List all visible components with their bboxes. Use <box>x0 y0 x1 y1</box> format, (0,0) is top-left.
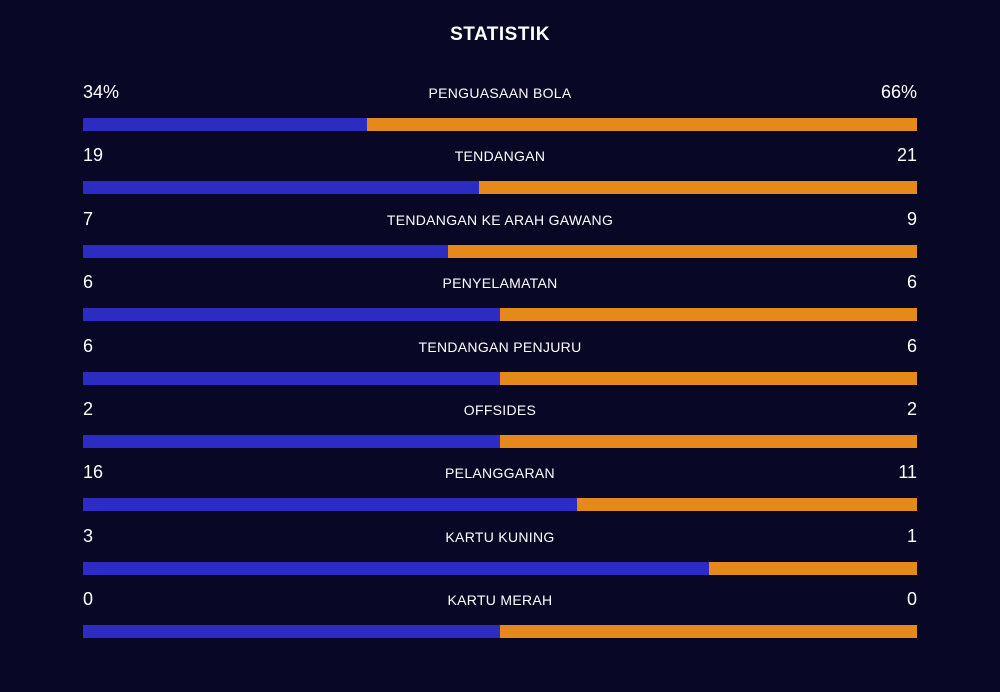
away-bar-segment <box>500 625 917 639</box>
home-value: 6 <box>83 272 94 293</box>
stat-row: 19 TENDANGAN 21 <box>83 142 917 205</box>
home-bar-segment <box>83 308 500 322</box>
away-value: 6 <box>906 335 917 356</box>
home-value: 3 <box>83 525 94 546</box>
comparison-bar <box>83 625 917 639</box>
home-bar-segment <box>83 118 367 131</box>
away-value: 66% <box>880 82 917 102</box>
home-bar-segment <box>83 244 448 258</box>
home-value: 34% <box>83 82 120 102</box>
away-bar-segment <box>479 181 917 195</box>
home-value: 16 <box>83 462 104 483</box>
away-bar-segment <box>366 118 917 131</box>
stat-label: PENYELAMATAN <box>442 275 558 292</box>
away-value: 2 <box>906 398 917 419</box>
comparison-bar <box>83 244 917 258</box>
stat-header: 7 TENDANGAN KE ARAH GAWANG 9 <box>83 206 917 236</box>
away-bar-segment <box>708 561 917 575</box>
away-bar-segment <box>447 244 917 258</box>
home-bar-segment <box>83 498 578 512</box>
home-value: 2 <box>83 398 94 419</box>
comparison-bar <box>83 118 917 131</box>
stat-label: KARTU KUNING <box>445 528 555 545</box>
home-value: 7 <box>83 208 94 229</box>
stat-label: PELANGGARAN <box>445 465 555 482</box>
comparison-bar <box>83 371 917 385</box>
away-value: 6 <box>906 272 917 293</box>
stat-label: OFFSIDES <box>463 401 537 418</box>
away-bar-segment <box>500 371 917 385</box>
stat-header: 6 TENDANGAN PENJURU 6 <box>83 333 917 363</box>
stat-label: TENDANGAN KE ARAH GAWANG <box>386 211 614 228</box>
stat-label: KARTU MERAH <box>447 592 553 609</box>
away-value: 1 <box>906 525 917 546</box>
home-value: 0 <box>83 589 94 610</box>
comparison-bar <box>83 498 917 512</box>
comparison-bar <box>83 434 917 448</box>
stat-header: 6 PENYELAMATAN 6 <box>83 269 917 299</box>
stat-header: 34% PENGUASAAN BOLA 66% <box>83 79 917 109</box>
stat-row: 16 PELANGGARAN 11 <box>83 459 917 522</box>
stat-header: 2 OFFSIDES 2 <box>83 396 917 426</box>
comparison-bar <box>83 308 917 322</box>
page-title: STATISTIK <box>450 24 550 45</box>
stat-row: 3 KARTU KUNING 1 <box>83 523 917 586</box>
comparison-bar <box>83 561 917 575</box>
stat-row: 2 OFFSIDES 2 <box>83 396 917 459</box>
home-bar-segment <box>83 434 500 448</box>
stat-row: 6 PENYELAMATAN 6 <box>83 269 917 332</box>
stat-label: TENDANGAN PENJURU <box>418 338 582 355</box>
stat-row: 34% PENGUASAAN BOLA 66% <box>83 79 917 142</box>
away-value: 9 <box>906 208 917 229</box>
away-bar-segment <box>500 434 917 448</box>
stat-header: 16 PELANGGARAN 11 <box>83 459 917 489</box>
home-bar-segment <box>83 181 480 195</box>
away-bar-segment <box>500 308 917 322</box>
stat-label: TENDANGAN <box>454 148 546 165</box>
stat-row: 6 TENDANGAN PENJURU 6 <box>83 333 917 396</box>
home-value: 19 <box>83 145 104 166</box>
home-value: 6 <box>83 335 94 356</box>
away-value: 11 <box>898 462 917 483</box>
stat-label: PENGUASAAN BOLA <box>428 85 572 101</box>
home-bar-segment <box>83 371 500 385</box>
stat-header: 3 KARTU KUNING 1 <box>83 523 917 553</box>
stat-header: 19 TENDANGAN 21 <box>83 142 917 172</box>
home-bar-segment <box>83 561 709 575</box>
comparison-bar <box>83 181 917 195</box>
stat-header: 0 KARTU MERAH 0 <box>83 586 917 616</box>
away-value: 0 <box>906 589 917 610</box>
home-bar-segment <box>83 625 500 639</box>
stat-row: 7 TENDANGAN KE ARAH GAWANG 9 <box>83 206 917 269</box>
stat-row: 0 KARTU MERAH 0 <box>83 586 917 649</box>
away-bar-segment <box>577 498 917 512</box>
away-value: 21 <box>896 145 917 166</box>
stats-list: 34% PENGUASAAN BOLA 66% 19 TENDANGAN 21 7 TENDA… <box>83 79 917 650</box>
